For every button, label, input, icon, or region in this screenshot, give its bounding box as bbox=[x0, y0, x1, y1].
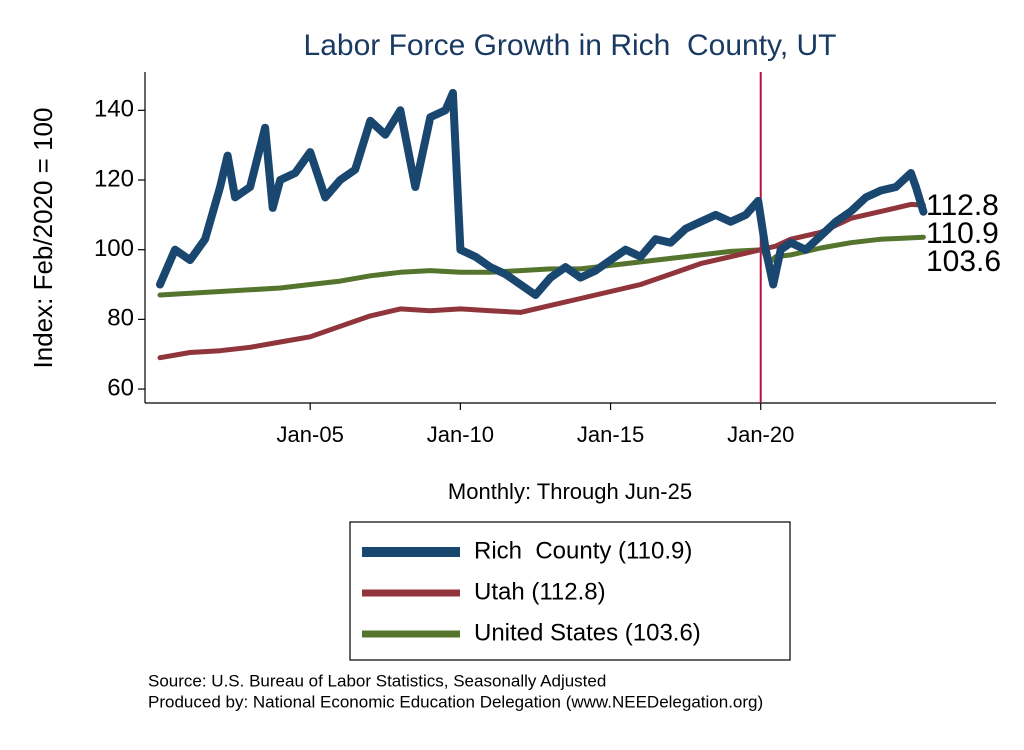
chart-title: Labor Force Growth in Rich County, UT bbox=[304, 29, 837, 62]
source-note: Source: U.S. Bureau of Labor Statistics,… bbox=[148, 671, 606, 690]
y-tick-label: 60 bbox=[107, 374, 134, 401]
x-tick-label: Jan-15 bbox=[577, 422, 644, 447]
legend-label: Utah (112.8) bbox=[474, 578, 606, 605]
x-tick-label: Jan-10 bbox=[427, 422, 494, 447]
series-line bbox=[157, 201, 926, 361]
legend-label: Rich County (110.9) bbox=[474, 537, 692, 564]
x-tick-label: Jan-20 bbox=[727, 422, 794, 447]
x-tick-label: Jan-05 bbox=[277, 422, 344, 447]
y-tick-label: 100 bbox=[94, 235, 134, 262]
end-label: 110.9 bbox=[926, 217, 999, 250]
y-tick-label: 120 bbox=[94, 165, 134, 192]
y-axis-label: Index: Feb/2020 = 100 bbox=[28, 108, 58, 369]
plot-area bbox=[145, 72, 996, 403]
legend-label: United States (103.6) bbox=[474, 619, 701, 646]
end-label: 112.8 bbox=[926, 189, 999, 222]
y-tick-label: 140 bbox=[94, 96, 134, 123]
x-axis-label: Monthly: Through Jun-25 bbox=[448, 479, 692, 504]
series-line bbox=[156, 88, 928, 299]
producer-note: Produced by: National Economic Education… bbox=[148, 692, 763, 711]
end-label: 103.6 bbox=[926, 245, 1001, 278]
y-tick-label: 80 bbox=[107, 305, 134, 332]
